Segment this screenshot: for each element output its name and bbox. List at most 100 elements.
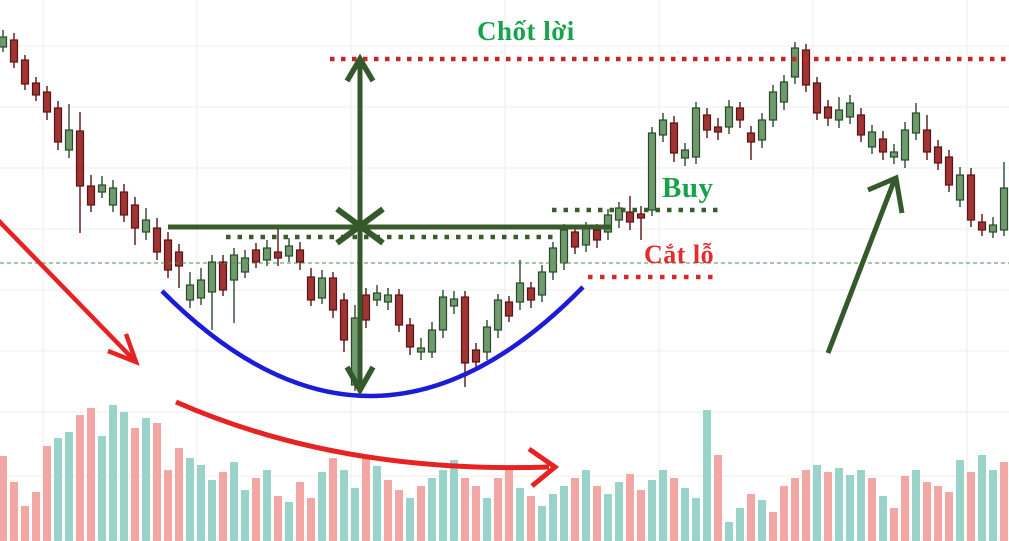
candle-body: [9, 39, 19, 63]
candle-body: [856, 114, 866, 136]
candle-body: [251, 249, 261, 263]
candle-body: [119, 191, 129, 216]
volume-bar: [483, 498, 491, 541]
volume-bar: [329, 458, 337, 541]
volume-bar: [681, 488, 689, 541]
volume-bar: [296, 482, 304, 541]
entry-cross-b: [335, 206, 385, 246]
momentum-arrow-head: [527, 446, 560, 488]
downtrend-arrow: [0, 218, 136, 362]
candle-body: [163, 239, 173, 271]
volume-bar: [912, 470, 920, 541]
candle-body: [647, 132, 657, 211]
candle-body: [339, 299, 349, 341]
candle-body: [372, 292, 382, 301]
candle-body: [933, 146, 943, 164]
volume-bar: [65, 432, 73, 541]
stop-loss-label: Cắt lỗ: [644, 240, 715, 269]
volume-bar: [175, 448, 183, 541]
candle-body: [152, 227, 162, 253]
candle-body: [471, 349, 481, 363]
candle-body: [361, 294, 371, 321]
volume-pane: [0, 405, 1008, 541]
volume-bar: [87, 408, 95, 541]
volume-bar: [428, 478, 436, 541]
candle-body: [427, 329, 437, 353]
volume-bar: [230, 462, 238, 541]
candle-body: [141, 219, 151, 233]
candle-body: [911, 112, 921, 134]
volume-bar: [461, 478, 469, 541]
candle-body: [988, 224, 998, 233]
volume-bar: [725, 522, 733, 541]
candle-body: [955, 174, 965, 201]
candle-body: [284, 245, 294, 257]
candle-body: [878, 138, 888, 153]
volume-bar: [648, 480, 656, 541]
candle-body: [757, 119, 767, 141]
candle-body: [614, 207, 624, 221]
downtrend-arrow-head: [107, 333, 140, 366]
volume-bar: [153, 423, 161, 541]
volume-bar: [989, 470, 997, 541]
candle-body: [746, 132, 756, 143]
candle-body: [801, 49, 811, 86]
candle-body: [229, 254, 239, 281]
candle-body: [185, 284, 195, 301]
annotation-shapes-layer: [0, 53, 905, 488]
volume-bar: [637, 490, 645, 541]
volume-bar: [274, 496, 282, 541]
measure-head-top: [344, 53, 376, 83]
volume-bar: [0, 456, 7, 541]
candle-body: [449, 298, 459, 307]
candle-body: [42, 91, 52, 113]
candle-body: [328, 277, 338, 311]
candle-body: [735, 107, 745, 121]
candle-body: [823, 106, 833, 119]
volume-bar: [868, 478, 876, 541]
volume-bar: [164, 470, 172, 541]
candle-body: [581, 227, 591, 246]
candle-body: [922, 129, 932, 153]
volume-bar: [692, 498, 700, 541]
volume-bar: [769, 512, 777, 541]
candle-body: [559, 229, 569, 264]
measure-head-bottom: [344, 365, 376, 396]
volume-bar: [32, 492, 40, 541]
candle-body: [768, 91, 778, 121]
candles-layer: [0, 30, 1009, 391]
volume-bar: [582, 470, 590, 541]
volume-bar: [549, 494, 557, 541]
volume-bar: [516, 488, 524, 541]
volume-bar: [109, 405, 117, 541]
level-lines-layer: [0, 56, 1009, 280]
volume-bar: [252, 478, 260, 541]
volume-bar: [714, 455, 722, 541]
volume-bar: [76, 415, 84, 541]
volume-bar: [494, 478, 502, 541]
candle-body: [515, 282, 525, 303]
candle-body: [603, 214, 613, 233]
volume-bar: [747, 494, 755, 541]
candle-body: [592, 229, 602, 241]
candle-body: [944, 156, 954, 186]
volume-bar: [450, 460, 458, 541]
volume-bar: [307, 498, 315, 541]
momentum-arrow: [174, 399, 550, 471]
volume-bar: [318, 472, 326, 541]
volume-bar: [527, 496, 535, 541]
cup-curve: [160, 285, 585, 399]
candle-body: [108, 187, 118, 206]
volume-bar: [802, 470, 810, 541]
candle-body: [845, 102, 855, 118]
candle-body: [97, 184, 107, 193]
volume-bar: [439, 470, 447, 541]
volume-bar: [626, 474, 634, 541]
volume-bar: [604, 494, 612, 541]
volume-bar: [263, 470, 271, 541]
volume-bar: [505, 468, 513, 541]
candle-body: [900, 129, 910, 161]
take-profit-label: Chốt lời: [477, 16, 575, 46]
volume-bar: [373, 466, 381, 541]
